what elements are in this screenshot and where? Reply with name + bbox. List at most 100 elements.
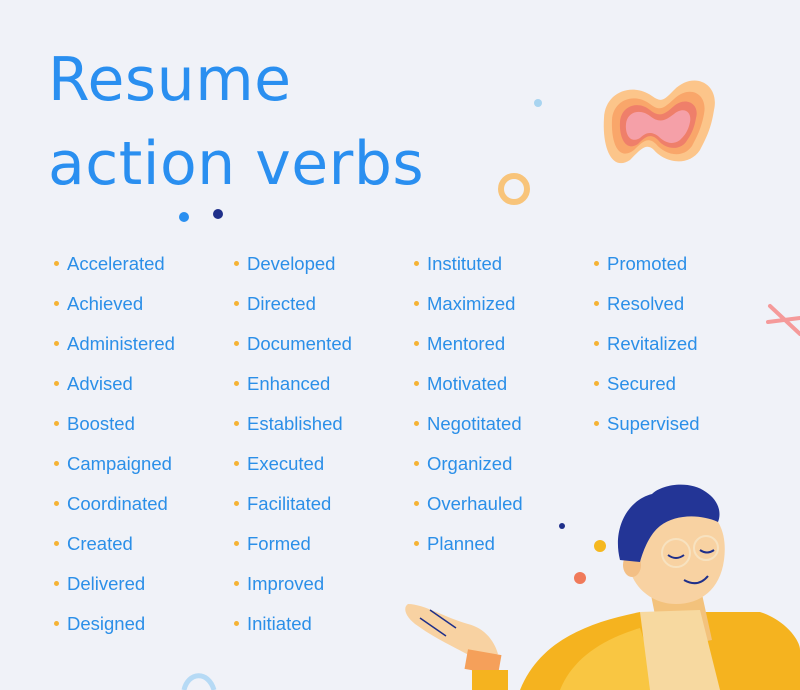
verb-label: Initiated — [247, 613, 312, 634]
verb-label: Revitalized — [607, 333, 698, 354]
verb-item: Executed — [234, 444, 352, 484]
verb-item: Coordinated — [54, 484, 175, 524]
bullet-icon — [234, 260, 239, 266]
bullet-icon — [54, 580, 59, 586]
bullet-icon — [594, 340, 599, 346]
verb-item: Directed — [234, 284, 352, 324]
bullet-icon — [234, 620, 239, 626]
bullet-icon — [594, 420, 599, 426]
verb-label: Formed — [247, 533, 311, 554]
verb-label: Resolved — [607, 293, 685, 314]
verb-item: Planned — [414, 524, 523, 564]
verb-label: Designed — [67, 613, 146, 634]
bullet-icon — [414, 540, 419, 546]
verb-item: Enhanced — [234, 364, 352, 404]
verb-label: Facilitated — [247, 493, 332, 514]
bullet-icon — [414, 460, 419, 466]
verb-item: Motivated — [414, 364, 523, 404]
orange-dot-icon — [574, 572, 586, 584]
bullet-icon — [234, 540, 239, 546]
verb-item: Campaigned — [54, 444, 175, 484]
verb-item: Advised — [54, 364, 175, 404]
bowtie-blob-icon — [603, 80, 715, 164]
verb-label: Enhanced — [247, 373, 331, 394]
bullet-icon — [54, 300, 59, 306]
verb-item: Formed — [234, 524, 352, 564]
verb-item: Achieved — [54, 284, 175, 324]
blue-dot-icon — [179, 212, 189, 222]
bullet-icon — [414, 420, 419, 426]
verb-item: Maximized — [414, 284, 523, 324]
bullet-icon — [234, 300, 239, 306]
navy-dot-icon — [213, 209, 223, 219]
verb-item: Improved — [234, 564, 352, 604]
verb-label: Promoted — [607, 253, 688, 274]
verb-label: Established — [247, 413, 343, 434]
verb-label: Administered — [67, 333, 175, 354]
verb-label: Supervised — [607, 413, 700, 434]
verb-column-2: Developed Directed Documented Enhanced Estab… — [234, 244, 352, 644]
bullet-icon — [414, 340, 419, 346]
cross-icon — [766, 304, 800, 336]
verb-label: Instituted — [427, 253, 503, 274]
bullet-icon — [594, 260, 599, 266]
verb-column-4: Promoted Resolved Revitalized Secured Superv… — [594, 244, 700, 444]
verb-item: Designed — [54, 604, 175, 644]
arc-icon — [181, 673, 217, 690]
bullet-icon — [54, 460, 59, 466]
verb-item: Promoted — [594, 244, 700, 284]
verb-label: Created — [67, 533, 133, 554]
bullet-icon — [234, 580, 239, 586]
verb-item: Overhauled — [414, 484, 523, 524]
page-title: Resume action verbs — [48, 38, 424, 206]
light-blue-dot-icon — [534, 99, 542, 107]
verb-item: Delivered — [54, 564, 175, 604]
verb-item: Boosted — [54, 404, 175, 444]
verb-label: Mentored — [427, 333, 506, 354]
title-line-2: action verbs — [48, 129, 425, 199]
bullet-icon — [234, 500, 239, 506]
bullet-icon — [54, 420, 59, 426]
verb-item: Accelerated — [54, 244, 175, 284]
verb-item: Created — [54, 524, 175, 564]
bullet-icon — [414, 380, 419, 386]
verb-label: Campaigned — [67, 453, 172, 474]
verb-item: Documented — [234, 324, 352, 364]
ring-icon — [498, 173, 530, 205]
bullet-icon — [414, 300, 419, 306]
verb-label: Delivered — [67, 573, 146, 594]
verb-label: Accelerated — [67, 253, 165, 274]
bullet-icon — [414, 500, 419, 506]
verb-item: Resolved — [594, 284, 700, 324]
smiling-person-illustration — [405, 484, 800, 690]
verb-column-3: Instituted Maximized Mentored Motivated Nego… — [414, 244, 523, 564]
verb-column-1: Accelerated Achieved Administered Advised Bo… — [54, 244, 175, 644]
title-line-1: Resume — [48, 45, 292, 115]
bullet-icon — [54, 260, 59, 266]
verb-label: Advised — [67, 373, 133, 394]
bullet-icon — [594, 300, 599, 306]
verb-item: Organized — [414, 444, 523, 484]
verb-label: Maximized — [427, 293, 516, 314]
verb-item: Instituted — [414, 244, 523, 284]
bullet-icon — [234, 420, 239, 426]
bullet-icon — [414, 260, 419, 266]
navy-dot-icon — [559, 523, 565, 529]
verb-label: Documented — [247, 333, 352, 354]
verb-label: Coordinated — [67, 493, 168, 514]
verb-item: Mentored — [414, 324, 523, 364]
bullet-icon — [234, 340, 239, 346]
bullet-icon — [234, 380, 239, 386]
verb-label: Overhauled — [427, 493, 523, 514]
verb-label: Executed — [247, 453, 325, 474]
verb-item: Established — [234, 404, 352, 444]
verb-item: Revitalized — [594, 324, 700, 364]
verb-label: Improved — [247, 573, 325, 594]
bullet-icon — [594, 380, 599, 386]
verb-label: Secured — [607, 373, 676, 394]
verb-item: Negotitated — [414, 404, 523, 444]
verb-item: Administered — [54, 324, 175, 364]
verb-label: Developed — [247, 253, 336, 274]
verb-item: Supervised — [594, 404, 700, 444]
verb-label: Organized — [427, 453, 513, 474]
